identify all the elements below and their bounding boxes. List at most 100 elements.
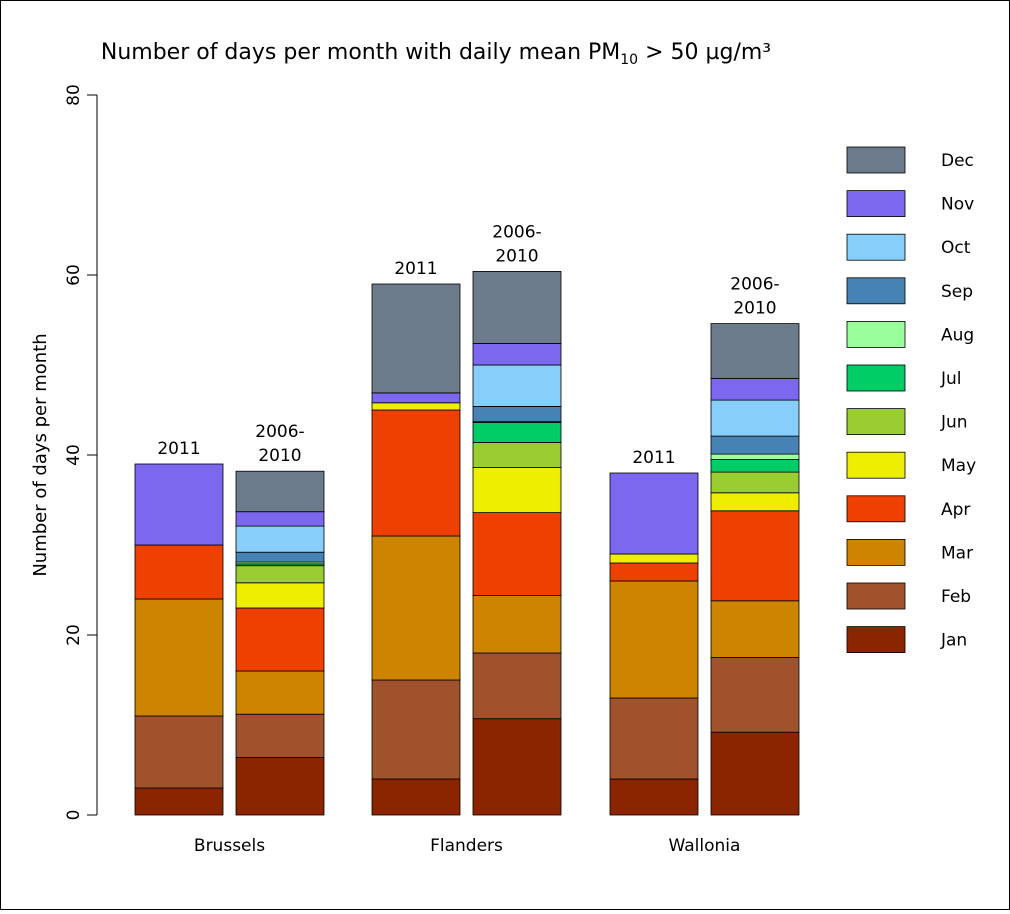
bar-segment-flanders-may bbox=[371, 402, 461, 411]
bar-segment-brussels-oct bbox=[235, 525, 325, 553]
legend-swatch-dec bbox=[846, 146, 906, 174]
bar-segment-wallonia-aug bbox=[710, 453, 800, 460]
bar-top-label: 2010 bbox=[495, 246, 538, 266]
y-tick-label: 80 bbox=[64, 84, 84, 106]
bar-segment-brussels-mar bbox=[134, 598, 224, 717]
bar-segment-wallonia-may bbox=[710, 492, 800, 512]
bar-segment-wallonia-feb bbox=[609, 697, 699, 780]
bar-segment-flanders-jan bbox=[472, 718, 562, 816]
bar-segment-wallonia-dec bbox=[710, 323, 800, 379]
bar-segment-flanders-sep bbox=[472, 405, 562, 423]
bar-segment-flanders-apr bbox=[371, 409, 461, 537]
y-tick-label: 20 bbox=[64, 624, 84, 646]
bar-segment-wallonia-jun bbox=[710, 471, 800, 494]
legend-label-aug: Aug bbox=[941, 325, 974, 345]
bar-segment-wallonia-feb bbox=[710, 657, 800, 733]
bar-segment-brussels-feb bbox=[134, 715, 224, 789]
bar-segment-wallonia-may bbox=[609, 553, 699, 564]
bar-segment-wallonia-nov bbox=[710, 378, 800, 401]
bar-segment-wallonia-mar bbox=[609, 580, 699, 699]
y-tick-label: 0 bbox=[64, 810, 84, 821]
bar-segment-brussels-jan bbox=[235, 757, 325, 816]
bar-top-label: 2006- bbox=[255, 422, 304, 442]
legend-label-mar: Mar bbox=[941, 543, 973, 563]
bar-segment-flanders-mar bbox=[472, 595, 562, 654]
legend-label-apr: Apr bbox=[941, 500, 970, 520]
y-axis: 0 20 40 60 80 bbox=[64, 84, 98, 821]
legend-swatch-may bbox=[846, 451, 906, 479]
chart-title-subscript: 10 bbox=[620, 52, 638, 68]
bar-segment-brussels-dec bbox=[235, 470, 325, 513]
legend-swatch-jan bbox=[846, 626, 906, 653]
bar-segment-wallonia-sep bbox=[710, 435, 800, 455]
legend-label-feb: Feb bbox=[941, 587, 971, 607]
bar-segment-flanders-dec bbox=[371, 283, 461, 394]
legend-swatch-feb bbox=[846, 582, 906, 610]
bar-top-label: 2010 bbox=[733, 299, 776, 319]
bar-segment-flanders-mar bbox=[371, 535, 461, 681]
x-group-label: Flanders bbox=[430, 836, 503, 856]
chart-title: Number of days per month with daily mean… bbox=[101, 40, 771, 68]
legend-swatch-jun bbox=[846, 408, 906, 436]
legend-swatch-apr bbox=[846, 495, 906, 523]
x-group-label: Brussels bbox=[194, 836, 265, 856]
y-axis-title: Number of days per month bbox=[30, 333, 51, 576]
legend-swatch-aug bbox=[846, 320, 906, 348]
bar-segment-brussels-apr bbox=[235, 607, 325, 672]
legend-swatch-sep bbox=[846, 277, 906, 305]
bar-segment-flanders-feb bbox=[472, 652, 562, 720]
y-tick-label: 40 bbox=[64, 444, 84, 466]
bar-segment-flanders-dec bbox=[472, 270, 562, 344]
bar-segment-brussels-nov bbox=[235, 511, 325, 527]
legend-label-jan: Jan bbox=[940, 631, 967, 651]
bar-top-label: 2010 bbox=[258, 446, 301, 466]
legend-label-dec: Dec bbox=[941, 151, 974, 171]
chart-title-suffix: > 50 µg/m³ bbox=[638, 40, 771, 65]
bar-segment-flanders-jun bbox=[472, 441, 562, 468]
bar-segment-flanders-feb bbox=[371, 679, 461, 780]
bar-top-label: 2011 bbox=[632, 448, 675, 468]
bar-segment-wallonia-oct bbox=[710, 399, 800, 437]
legend-swatch-nov bbox=[846, 190, 906, 218]
legend-label-jul: Jul bbox=[940, 369, 962, 389]
x-group-label: Wallonia bbox=[669, 836, 741, 856]
bar-segment-wallonia-jan bbox=[710, 731, 800, 816]
legend-label-nov: Nov bbox=[941, 195, 974, 215]
bar-segment-flanders-nov bbox=[371, 392, 461, 404]
group-labels: Brussels Flanders Wallonia bbox=[194, 836, 741, 856]
bar-segment-flanders-jan bbox=[371, 778, 461, 816]
bar-top-label: 2006- bbox=[492, 222, 541, 242]
legend-swatch-jul bbox=[846, 364, 906, 392]
bar-segment-flanders-may bbox=[472, 467, 562, 514]
bar-segment-flanders-nov bbox=[472, 342, 562, 366]
bar-segment-brussels-sep bbox=[235, 551, 325, 563]
bar-labels: 2011 2006- 2010 2011 2006- 2010 2011 2006- 2010 bbox=[157, 222, 779, 468]
bar-segment-wallonia-apr bbox=[710, 510, 800, 602]
bar-segment-brussels-jun bbox=[235, 565, 325, 584]
y-tick-label: 60 bbox=[64, 264, 84, 286]
bar-segment-flanders-oct bbox=[472, 364, 562, 407]
bar-segment-flanders-jul bbox=[472, 422, 562, 443]
bar-top-label: 2011 bbox=[394, 259, 437, 279]
bar-segment-flanders-apr bbox=[472, 512, 562, 596]
bar-segment-brussels-feb bbox=[235, 713, 325, 758]
bar-top-label: 2011 bbox=[157, 439, 200, 459]
bar-segment-brussels-apr bbox=[134, 544, 224, 600]
bar-top-label: 2006- bbox=[730, 275, 779, 295]
legend-label-sep: Sep bbox=[941, 282, 973, 302]
bar-segment-wallonia-jan bbox=[609, 778, 699, 816]
bar-segment-wallonia-mar bbox=[710, 600, 800, 658]
legend-label-may: May bbox=[941, 456, 976, 476]
bar-segment-brussels-mar bbox=[235, 670, 325, 715]
legend: Dec Nov Oct Sep Aug Jul Jun May Apr Mar Feb Jan bbox=[846, 146, 976, 653]
legend-label-jun: Jun bbox=[940, 413, 968, 433]
bar-segment-wallonia-nov bbox=[609, 472, 699, 555]
legend-swatch-oct bbox=[846, 233, 906, 261]
bar-segment-brussels-may bbox=[235, 582, 325, 609]
legend-label-oct: Oct bbox=[941, 238, 971, 258]
chart-title-main: Number of days per month with daily mean… bbox=[101, 40, 620, 65]
legend-swatch-mar bbox=[846, 539, 906, 566]
bar-segment-brussels-nov bbox=[134, 463, 224, 546]
